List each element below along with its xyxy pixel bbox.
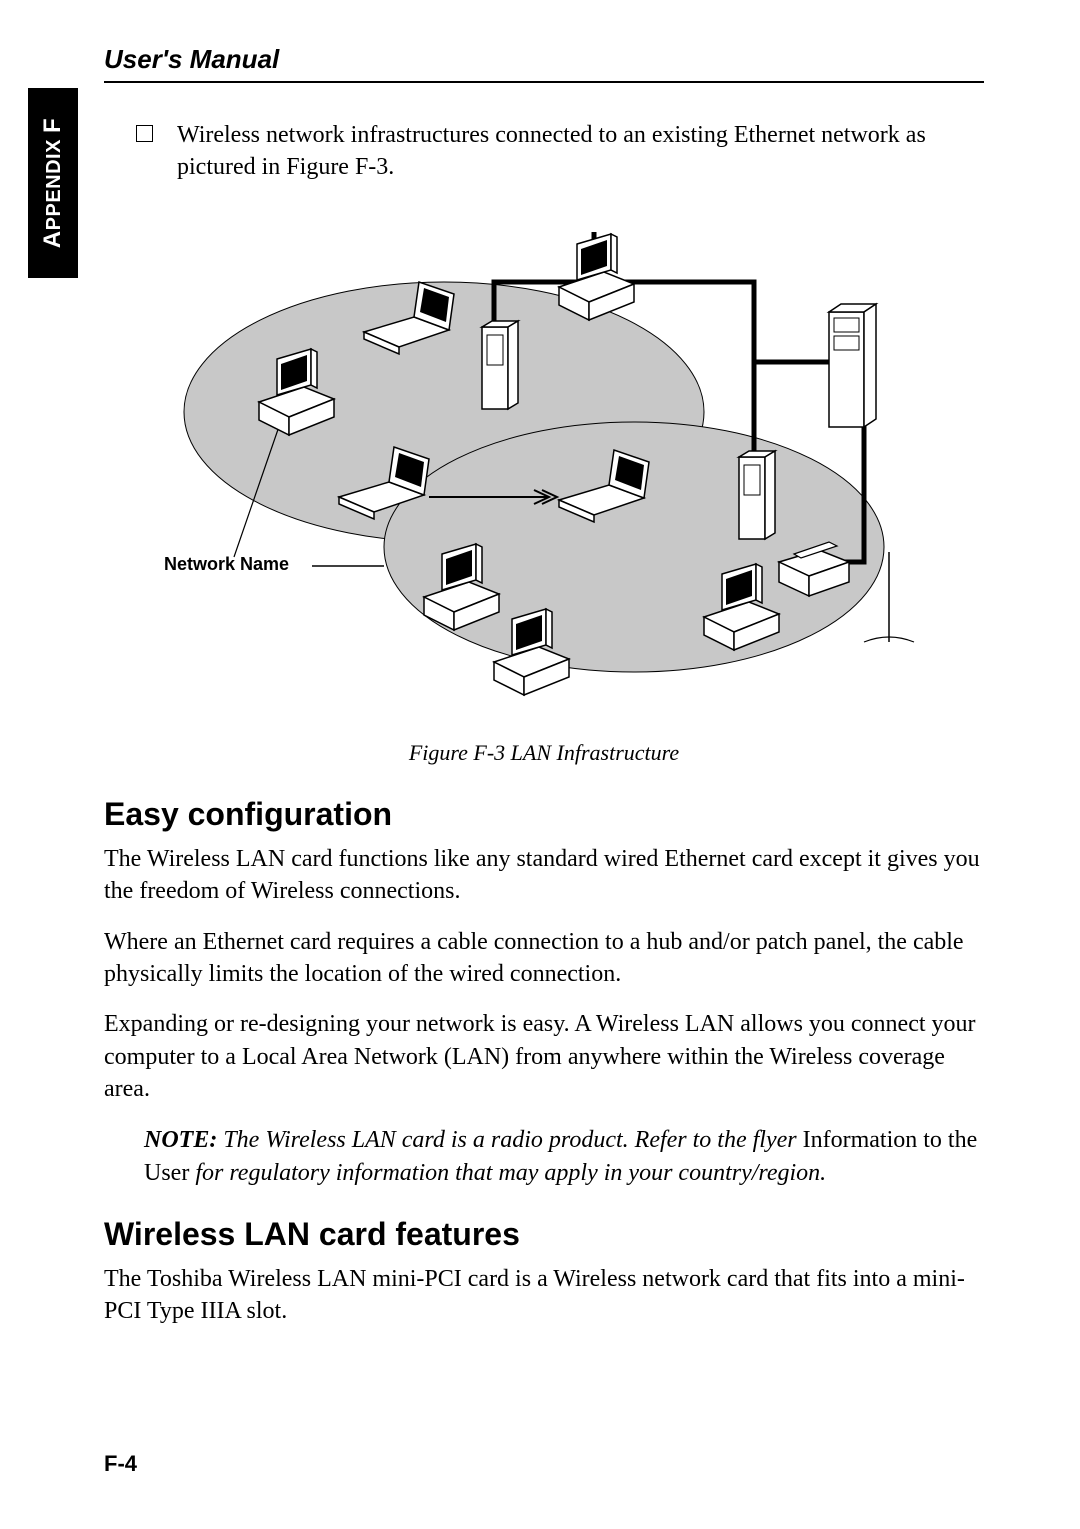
note-block: NOTE: The Wireless LAN card is a radio p…: [144, 1124, 984, 1190]
lan-infrastructure-diagram: [164, 212, 924, 722]
note-prefix: NOTE:: [144, 1127, 217, 1153]
page-number: F-4: [104, 1451, 137, 1477]
figure-network-name-label: Network Name: [164, 554, 289, 575]
appendix-tab: APPENDIX F: [28, 88, 78, 278]
section1-p3: Expanding or re-designing your network i…: [104, 1008, 984, 1105]
page-header: User's Manual: [104, 44, 984, 83]
figure-f3: Network Name: [164, 212, 924, 722]
heading-easy-configuration: Easy configuration: [104, 796, 984, 833]
note-text-b: for regulatory information that may appl…: [189, 1160, 826, 1186]
header-title: User's Manual: [104, 44, 984, 75]
heading-wireless-features: Wireless LAN card features: [104, 1216, 984, 1253]
section2-p1: The Toshiba Wireless LAN mini-PCI card i…: [104, 1263, 984, 1328]
bullet-item: Wireless network infrastructures connect…: [104, 119, 984, 184]
bullet-text: Wireless network infrastructures connect…: [177, 119, 984, 184]
appendix-tab-label: APPENDIX F: [39, 118, 67, 248]
note-text-a: The Wireless LAN card is a radio product…: [217, 1127, 802, 1153]
figure-caption: Figure F-3 LAN Infrastructure: [104, 740, 984, 766]
bullet-checkbox-icon: [136, 125, 153, 142]
section1-p2: Where an Ethernet card requires a cable …: [104, 926, 984, 991]
section1-p1: The Wireless LAN card functions like any…: [104, 843, 984, 908]
